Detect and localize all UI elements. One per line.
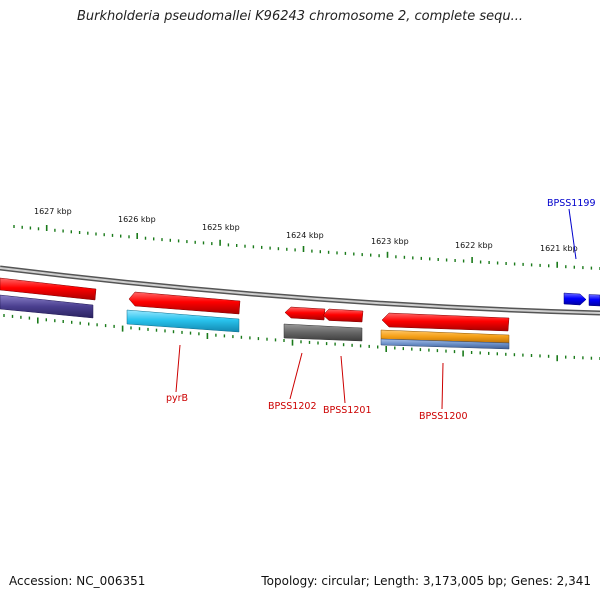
- chromosome-backbone: [0, 265, 600, 316]
- accession-text: Accession: NC_006351: [9, 574, 146, 588]
- leader-line-bpss1200: [441, 362, 444, 410]
- feature-bars: [0, 294, 510, 350]
- genome-summary-text: Topology: circular; Length: 3,173,005 bp…: [261, 574, 591, 588]
- gene-arrow-pyrb[interactable]: [128, 291, 241, 315]
- feature-bar-cyan[interactable]: [126, 309, 240, 333]
- map-title: Burkholderia pseudomallei K96243 chromos…: [76, 9, 524, 24]
- gene-arrow-bpss1201[interactable]: [322, 308, 364, 323]
- gene-label-bpss1199[interactable]: BPSS1199: [547, 198, 595, 209]
- reverse-genes: [0, 277, 510, 332]
- outer-scale-ticks: [13, 225, 600, 270]
- gene-arrow-bpss1199[interactable]: [563, 292, 587, 306]
- gene-arrow-right-edge[interactable]: [588, 294, 600, 307]
- gene-label-bpss1200[interactable]: BPSS1200: [419, 411, 467, 422]
- scale-label-1621: 1621 kbp: [540, 244, 578, 253]
- feature-bar-steel[interactable]: [380, 338, 510, 350]
- leader-line-bpss1201: [340, 355, 346, 404]
- gene-arrow-left-edge[interactable]: [0, 277, 97, 301]
- forward-genes: [563, 292, 600, 307]
- scale-label-1623: 1623 kbp: [371, 237, 409, 246]
- leader-line-bpss1202: [289, 352, 303, 400]
- gene-arrow-bpss1202[interactable]: [284, 306, 326, 321]
- gene-arrow-bpss1200[interactable]: [381, 312, 510, 332]
- gene-label-bpss1202[interactable]: BPSS1202: [268, 401, 316, 412]
- scale-label-1622: 1622 kbp: [455, 241, 493, 250]
- gene-label-bpss1201[interactable]: BPSS1201: [323, 405, 371, 416]
- gene-label-pyrb[interactable]: pyrB: [166, 393, 188, 404]
- label-leader-lines: [175, 208, 577, 410]
- leader-line-bpss1199: [568, 208, 577, 260]
- leader-line-pyrb: [175, 344, 181, 393]
- feature-bar-purple[interactable]: [0, 294, 94, 319]
- scale-label-1626: 1626 kbp: [118, 215, 156, 224]
- scale-label-1627: 1627 kbp: [34, 207, 72, 216]
- scale-label-1624: 1624 kbp: [286, 231, 324, 240]
- gene-labels: pyrB BPSS1202 BPSS1201 BPSS1200 BPSS1199: [166, 198, 595, 422]
- scale-label-1625: 1625 kbp: [202, 223, 240, 232]
- inner-scale-ticks: [3, 314, 600, 362]
- feature-bar-gray[interactable]: [283, 323, 363, 342]
- scale-labels: 1627 kbp 1626 kbp 1625 kbp 1624 kbp 1623…: [34, 207, 578, 253]
